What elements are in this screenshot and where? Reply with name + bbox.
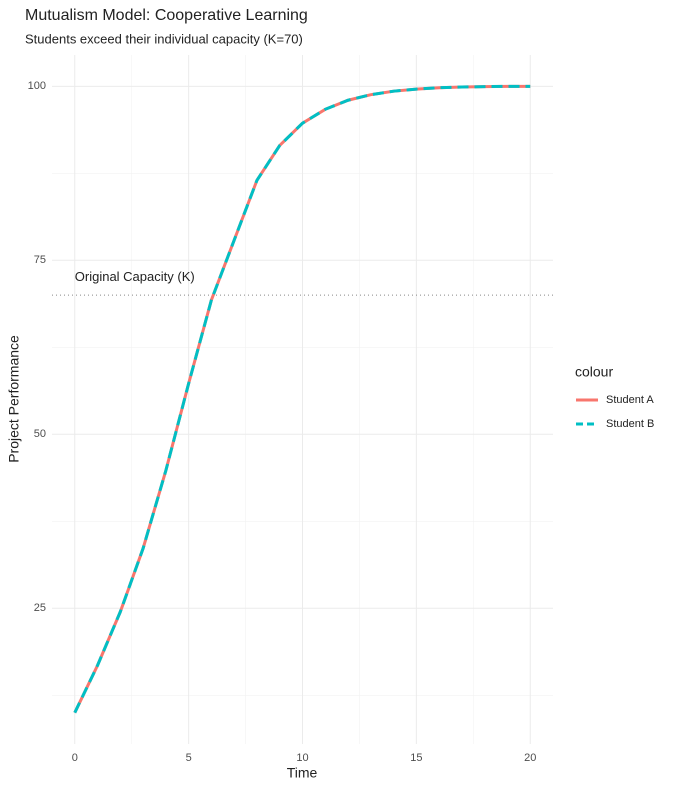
series-line [73,84,531,714]
x-tick-label: 15 [410,752,422,764]
y-tick-label: 75 [34,254,46,266]
x-tick-label: 5 [186,752,192,764]
y-axis-title: Project Performance [6,335,22,463]
chart-title: Mutualism Model: Cooperative Learning [25,7,308,24]
x-axis-title: Time [287,765,318,781]
legend-label: Student B [606,418,654,430]
x-tick-label: 20 [524,752,536,764]
annotation: Original Capacity (K) [75,269,195,284]
legend-title: colour [575,364,613,380]
legend-label: Student A [606,394,654,406]
x-tick-label: 0 [72,752,78,764]
y-tick-label: 100 [28,80,46,92]
y-tick-label: 25 [34,602,46,614]
x-tick-label: 10 [296,752,308,764]
chart-subtitle: Students exceed their individual capacit… [25,31,303,46]
y-tick-label: 50 [34,428,46,440]
